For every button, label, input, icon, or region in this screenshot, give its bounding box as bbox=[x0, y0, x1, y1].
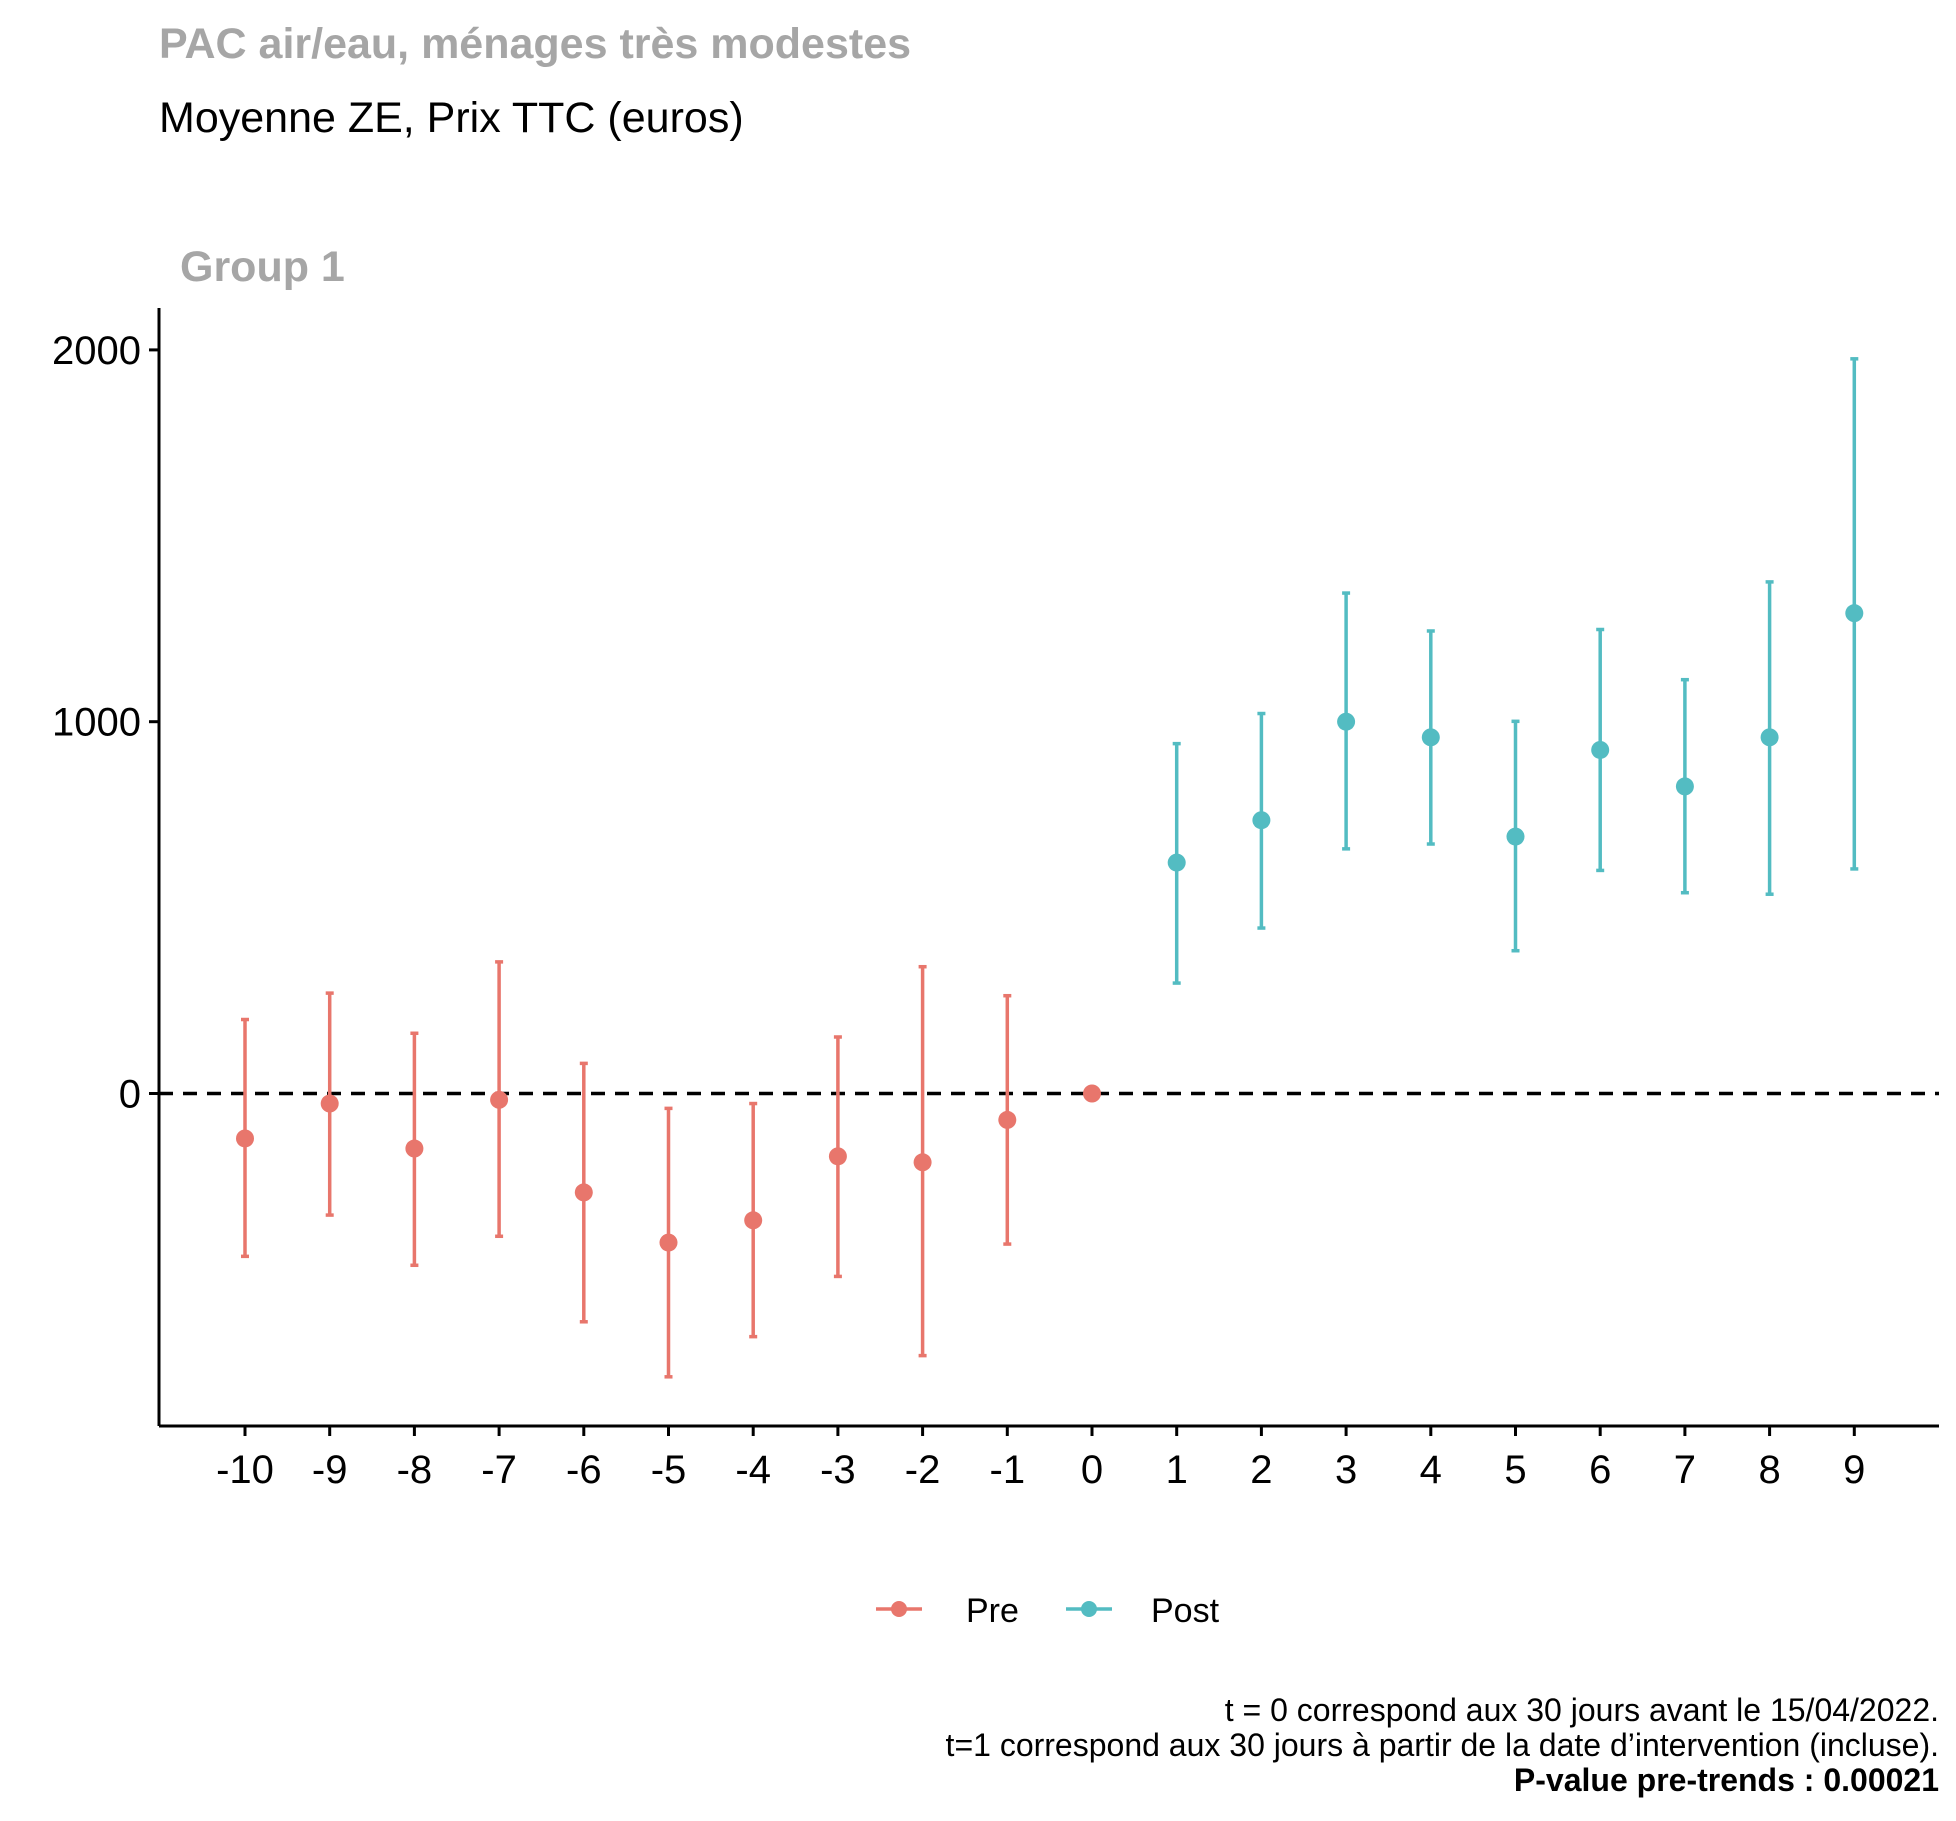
x-tick-label: -7 bbox=[481, 1448, 517, 1492]
caption-pvalue: P-value pre-trends : 0.00021 bbox=[1514, 1762, 1939, 1798]
post-point bbox=[1506, 827, 1525, 846]
x-tick-label: -4 bbox=[735, 1448, 771, 1492]
caption-line-2: t=1 correspond aux 30 jours à partir de … bbox=[946, 1727, 1939, 1763]
caption-line-1: t = 0 correspond aux 30 jours avant le 1… bbox=[1225, 1692, 1939, 1728]
pre-point bbox=[320, 1094, 339, 1113]
x-tick-label: 8 bbox=[1758, 1448, 1780, 1492]
x-tick-label: -8 bbox=[397, 1448, 433, 1492]
x-tick-label: 5 bbox=[1504, 1448, 1526, 1492]
x-tick-label: 2 bbox=[1250, 1448, 1272, 1492]
x-tick-label: 3 bbox=[1335, 1448, 1357, 1492]
post-point bbox=[1337, 712, 1356, 731]
pre-point bbox=[913, 1153, 932, 1172]
x-tick-label: 0 bbox=[1081, 1448, 1103, 1492]
pre-point bbox=[236, 1129, 254, 1148]
chart-subtitle: Moyenne ZE, Prix TTC (euros) bbox=[159, 94, 744, 142]
post-point bbox=[1845, 604, 1864, 623]
post-point bbox=[1675, 777, 1694, 796]
pre-point bbox=[405, 1139, 424, 1158]
x-tick-label: 1 bbox=[1166, 1448, 1188, 1492]
x-tick-label: -5 bbox=[651, 1448, 687, 1492]
panel-label: Group 1 bbox=[180, 243, 345, 291]
chart-title: PAC air/eau, ménages très modestes bbox=[159, 20, 911, 68]
pre-point bbox=[574, 1183, 593, 1202]
x-tick-label: 7 bbox=[1674, 1448, 1696, 1492]
post-point bbox=[1591, 740, 1610, 759]
legend-key-post-dot bbox=[1081, 1601, 1097, 1617]
y-tick-label: 1000 bbox=[52, 701, 141, 745]
pre-point bbox=[659, 1233, 678, 1252]
y-tick-label: 0 bbox=[119, 1073, 141, 1117]
x-tick-label: -2 bbox=[905, 1448, 941, 1492]
pre-point bbox=[744, 1211, 763, 1230]
x-tick-label: -10 bbox=[216, 1448, 274, 1492]
post-point bbox=[1421, 728, 1440, 747]
x-tick-label: -3 bbox=[820, 1448, 856, 1492]
x-tick-label: 9 bbox=[1843, 1448, 1865, 1492]
legend: Pre Post bbox=[876, 1592, 1220, 1630]
pre-point bbox=[490, 1090, 509, 1109]
y-tick-label: 2000 bbox=[52, 329, 141, 373]
x-tick-label: 6 bbox=[1589, 1448, 1611, 1492]
x-tick-label: -9 bbox=[312, 1448, 348, 1492]
legend-label-pre: Pre bbox=[966, 1592, 1019, 1630]
pre-point bbox=[828, 1147, 847, 1166]
x-tick-label: 4 bbox=[1420, 1448, 1442, 1492]
x-tick-label: -6 bbox=[566, 1448, 602, 1492]
post-point bbox=[1252, 811, 1271, 830]
pre-point bbox=[1083, 1084, 1101, 1103]
legend-label-post: Post bbox=[1151, 1592, 1220, 1630]
pre-point bbox=[998, 1110, 1017, 1129]
legend-key-pre-dot bbox=[891, 1601, 907, 1617]
post-point bbox=[1167, 853, 1186, 872]
x-tick-label: -1 bbox=[990, 1448, 1026, 1492]
post-point bbox=[1760, 728, 1779, 747]
